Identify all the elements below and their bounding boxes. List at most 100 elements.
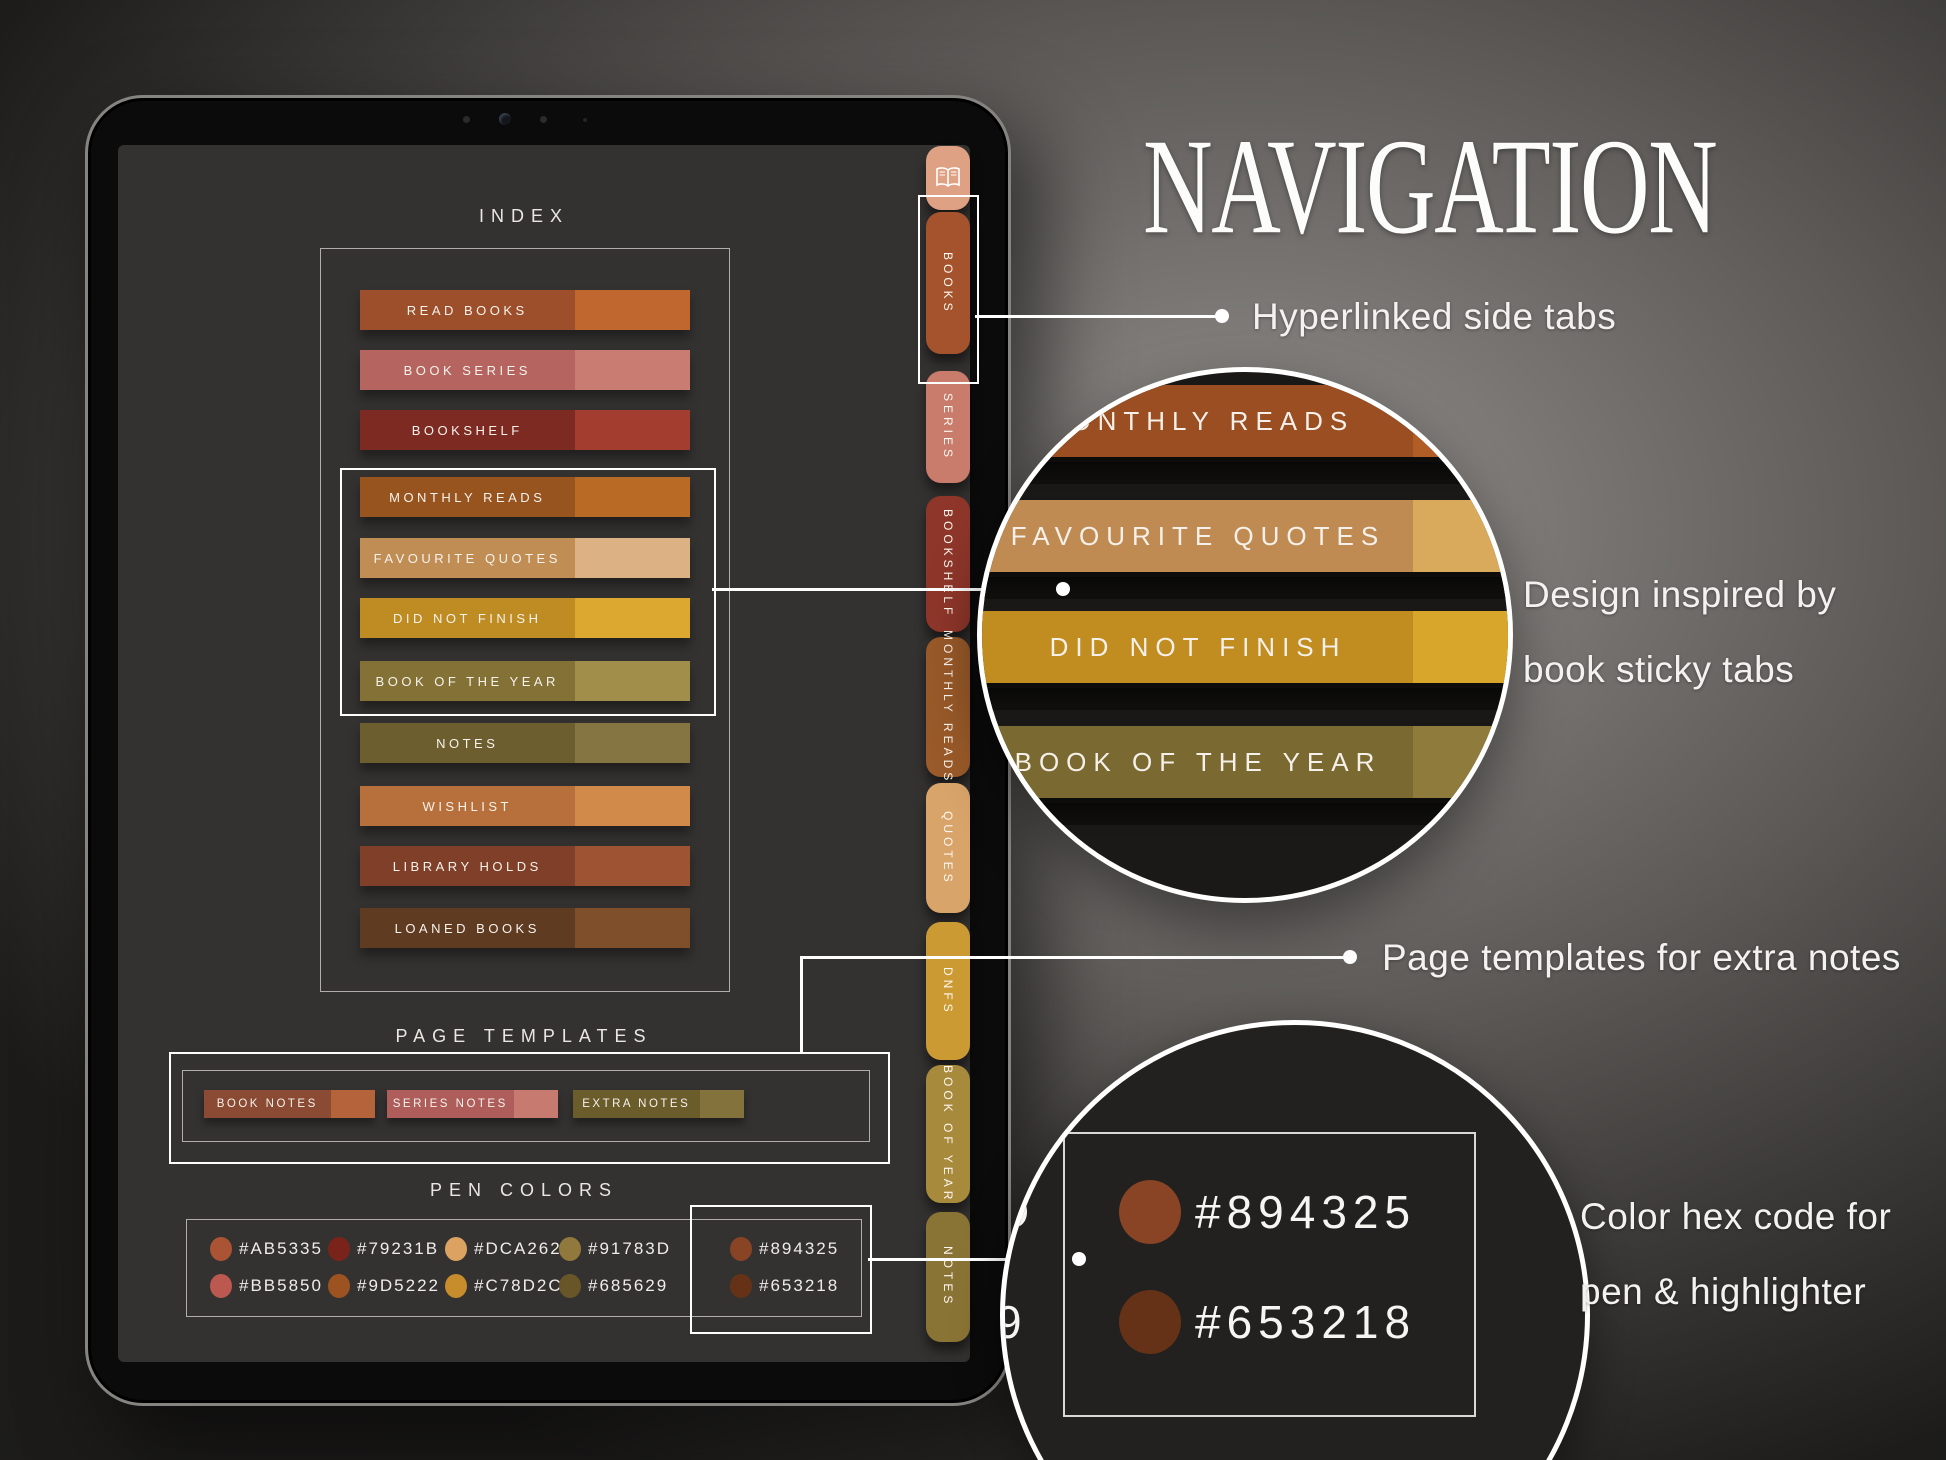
callout-text-side-tabs: Hyperlinked side tabs [1252,296,1617,337]
button-main-color [360,350,575,390]
button-light-color [574,723,690,763]
template-button-label: SERIES NOTES [392,1098,508,1110]
side-tab-label: QUOTES [941,810,955,886]
index-button-book-of-the-year[interactable]: BOOK OF THE YEAR [360,661,690,701]
button-main-color [387,1090,514,1118]
index-button-favourite-quotes[interactable]: FAVOURITE QUOTES [360,538,690,578]
button-main-color [360,786,575,826]
magnifier-band-list: MONTHLY READS FAVOURITE QUOTES DID NOT FIN… [982,372,1508,898]
index-button-read-books[interactable]: READ BOOKS [360,290,690,330]
button-light-color [574,410,690,450]
callout-dot-sticky-tabs [1056,582,1070,596]
button-light-color [1413,385,1508,457]
side-tab-label: MONTHLY READS [941,629,955,785]
callout-text-templates: Page templates for extra notes [1382,937,1901,978]
pen-hex-code: #91783D [588,1239,672,1258]
index-button-label: BOOK SERIES [403,362,531,378]
magnified-shadow-strip [982,688,1508,710]
button-main-color [360,477,575,517]
pen-hex-code: #653218 [759,1276,840,1295]
template-button-book-notes[interactable]: BOOK NOTES [204,1090,375,1118]
magnified-shadow-strip [982,803,1508,825]
index-button-label: MONTHLY READS [389,489,546,505]
camera-dot [540,116,547,123]
button-light-color [1413,726,1508,798]
index-button-label: FAVOURITE QUOTES [373,550,561,566]
button-light-color [574,538,690,578]
highlight-page-templates [169,1052,890,1164]
index-button-label: READ BOOKS [406,302,528,318]
magnified-shadow-strip [982,577,1508,599]
pen-swatch [730,1237,752,1261]
callout-line-templates-vertical [800,957,803,1054]
button-main-color [360,290,575,330]
index-frame [320,248,730,992]
camera-dot [583,118,587,122]
side-tab-dnfs[interactable]: DNFS [926,922,970,1060]
camera-dot [463,116,470,123]
pen-swatch [328,1237,350,1261]
button-light-color [574,350,690,390]
button-main-color [360,908,575,948]
magnified-button-did-not-finish: DID NOT FINISH [982,611,1508,683]
side-tab-book-of-year[interactable]: BOOK OF YEAR [926,1065,970,1203]
side-tab-notes[interactable]: NOTES [926,1212,970,1342]
index-button-wishlist[interactable]: WISHLIST [360,786,690,826]
index-button-notes[interactable]: NOTES [360,723,690,763]
pen-colors-frame [186,1219,862,1317]
index-button-did-not-finish[interactable]: DID NOT FINISH [360,598,690,638]
side-tab-quotes[interactable]: QUOTES [926,783,970,913]
button-light-color [699,1090,744,1118]
side-tab-monthly-reads[interactable]: MONTHLY READS [926,629,970,785]
callout-dot-templates [1343,950,1357,964]
template-button-label: BOOK NOTES [216,1098,318,1110]
side-tab-label: BOOKS [941,251,955,315]
button-main-color [573,1090,700,1118]
side-tab-label: DNFS [941,966,955,1016]
callout-dot-side-tabs [1215,309,1229,323]
index-button-monthly-reads[interactable]: MONTHLY READS [360,477,690,517]
highlight-pen-hex [690,1205,872,1334]
side-tab-index[interactable] [926,146,970,210]
magnifier-hex-list: #894325 #653218 D 9 [1005,1025,1585,1460]
magnified-clipped-character: D [1005,1185,1035,1239]
index-button-bookshelf[interactable]: BOOKSHELF [360,410,690,450]
highlight-index-buttons [340,468,716,716]
button-main-color [360,598,575,638]
magnified-hex-code: #653218 [1195,1296,1417,1348]
side-tab-bookshelf[interactable]: BOOKSHELF [926,496,970,632]
magnified-button-label: BOOK OF THE YEAR [1014,746,1382,777]
template-button-series-notes[interactable]: SERIES NOTES [387,1090,558,1118]
side-tab-books[interactable]: BOOKS [926,212,970,354]
index-button-loaned-books[interactable]: LOANED BOOKS [360,908,690,948]
side-tab-series[interactable]: SERIES [926,371,970,483]
pen-hex-code: #BB5850 [239,1276,323,1295]
magnified-frame-edge [1063,1132,1476,1417]
button-light-color [1413,611,1508,683]
button-light-color [330,1090,375,1118]
template-button-extra-notes[interactable]: EXTRA NOTES [573,1090,744,1118]
index-button-book-series[interactable]: BOOK SERIES [360,350,690,390]
index-button-library-holds[interactable]: LIBRARY HOLDS [360,846,690,886]
index-button-label: LIBRARY HOLDS [392,858,542,874]
pen-swatch [445,1274,467,1298]
pen-hex-code: #DCA262 [474,1239,562,1258]
magnified-button-favourite-quotes: FAVOURITE QUOTES [982,500,1508,572]
magnified-pen-swatch [1119,1180,1181,1244]
pen-hex-code: #79231B [357,1239,440,1258]
magnified-hex-code: #894325 [1195,1186,1417,1238]
callout-line-hex [868,1258,1080,1261]
pen-swatch [445,1237,467,1261]
callout-line-sticky-tabs [712,588,1064,591]
button-main-color [360,661,575,701]
magnifier-sticky-tabs: MONTHLY READS FAVOURITE QUOTES DID NOT FIN… [977,367,1513,903]
button-main-color [360,723,575,763]
callout-dot-hex [1072,1252,1086,1266]
magnified-button-label: MONTHLY READS [1041,405,1355,436]
magnified-shadow-strip [982,462,1508,484]
button-main-color [360,846,575,886]
button-light-color [574,908,690,948]
index-title: INDEX [478,206,569,226]
button-light-color [574,661,690,701]
index-button-label: BOOKSHELF [411,422,523,438]
